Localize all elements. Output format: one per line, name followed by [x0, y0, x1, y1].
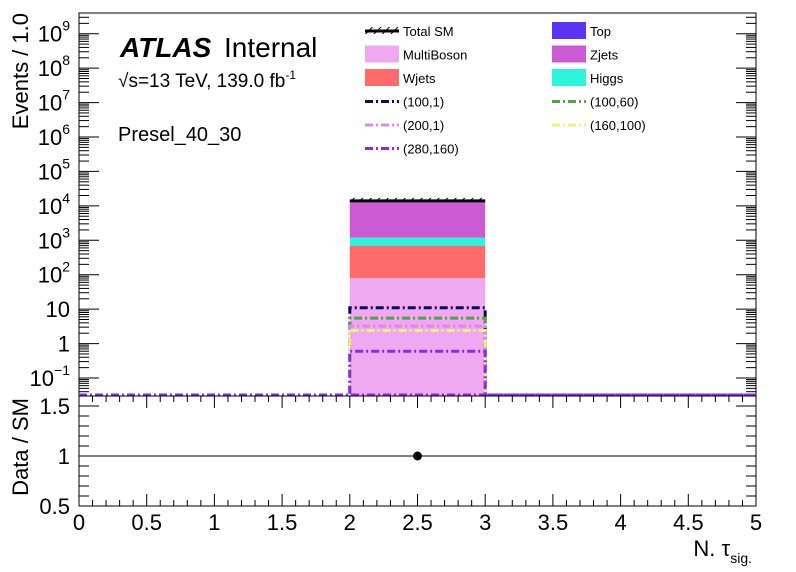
y-tick-label-base: 10 — [38, 56, 62, 81]
stack-bar-wjets — [349, 245, 486, 279]
ratio-y-tick-label: 0.5 — [39, 494, 70, 519]
region-label: Presel_40_30 — [118, 124, 241, 146]
legend-swatch — [365, 45, 399, 63]
legend-label: (280,160) — [403, 142, 459, 157]
ratio-data-point — [413, 451, 422, 461]
x-tick-label: 4 — [614, 510, 626, 535]
internal-label: Internal — [224, 32, 317, 63]
y-tick-label: 10−1 — [30, 362, 71, 391]
y-tick-label-base: 10 — [38, 125, 62, 150]
y-tick-label: 106 — [38, 121, 70, 150]
stack-bar-zjets — [349, 200, 486, 238]
x-tick-label: 2 — [344, 510, 356, 535]
y-tick-label-exponent: 5 — [62, 155, 70, 171]
ratio-y-tick-label: 1.5 — [39, 394, 70, 419]
legend-label: Top — [590, 24, 611, 39]
main-y-ticks — [79, 12, 756, 397]
y-tick-label-base: 10 — [38, 22, 62, 47]
stack-bar-higgs — [349, 237, 486, 246]
legend-label: (100,1) — [403, 95, 444, 110]
legend-label: (200,1) — [403, 118, 444, 133]
main-y-axis-title: Events / 1.0 — [8, 13, 33, 129]
x-tick-label: 5 — [750, 510, 762, 535]
main-stack-bars — [349, 197, 486, 396]
y-tick-label-exponent: 3 — [62, 224, 70, 240]
legend-swatch — [552, 69, 586, 86]
sqrt-symbol: √ — [118, 71, 129, 92]
y-tick-label: 105 — [38, 155, 70, 184]
stack-bar-multiboson — [349, 278, 486, 396]
y-tick-label-exponent: 4 — [62, 190, 70, 206]
atlas-label: ATLAS — [119, 32, 212, 63]
x-axis-title-main: N. τ — [693, 536, 730, 561]
y-tick-label: 108 — [38, 52, 70, 81]
ratio-content: 0.511.50 0.5 1 1.5 2 2.5 3 3.5 4 4.5 5 — [39, 394, 762, 535]
y-tick-label: 107 — [38, 87, 70, 116]
legend-label: (160,100) — [590, 118, 646, 133]
y-tick-label-base: 10 — [30, 366, 54, 391]
x-tick-label: 1.5 — [267, 510, 298, 535]
y-tick-label: 1 — [58, 332, 70, 357]
legend-label: Higgs — [590, 71, 624, 86]
legend-swatch — [365, 69, 399, 86]
y-tick-label-base: 10 — [38, 194, 62, 219]
y-tick-label-exponent: 6 — [62, 121, 70, 137]
y-tick-label-base: 1 — [58, 332, 70, 357]
ratio-plot-frame — [78, 395, 757, 507]
legend: Total SM MultiBoson Wjets (100,1) (200,1) (28… — [365, 22, 646, 157]
y-tick-label-base: 10 — [38, 91, 62, 116]
x-tick-label: 4.5 — [673, 510, 704, 535]
legend-label: Total SM — [403, 24, 454, 39]
y-tick-label-exponent: 7 — [62, 87, 70, 103]
y-tick-label: 10 — [46, 297, 70, 322]
y-tick-label-base: 10 — [38, 159, 62, 184]
x-tick-label: 0.5 — [131, 510, 162, 535]
legend-swatch — [552, 45, 586, 63]
x-tick-label: 3 — [479, 510, 491, 535]
y-tick-label-exponent: 2 — [62, 259, 70, 275]
x-axis-title-sub: sig. — [730, 550, 752, 566]
energy-text: s=13 TeV, 139.0 fb — [128, 71, 285, 92]
y-tick-label: 109 — [38, 18, 70, 47]
y-tick-label-base: 10 — [38, 263, 62, 288]
y-tick-label: 102 — [38, 259, 70, 288]
y-tick-label: 104 — [38, 190, 70, 219]
legend-label: Zjets — [590, 48, 619, 63]
x-tick-label: 2.5 — [402, 510, 433, 535]
energy-label: √s=13 TeV, 139.0 fb-1 — [118, 68, 296, 92]
y-tick-label: 103 — [38, 224, 70, 253]
legend-label: Wjets — [403, 71, 436, 86]
x-axis-title: N. τsig. — [693, 536, 752, 566]
y-tick-label-exponent: 8 — [62, 52, 70, 68]
legend-swatch — [552, 22, 586, 39]
y-tick-label-exponent: −1 — [54, 362, 70, 378]
ratio-y-axis-title: Data / SM — [8, 398, 33, 496]
y-tick-label-base: 10 — [46, 297, 70, 322]
y-tick-label-base: 10 — [38, 228, 62, 253]
x-tick-label: 1 — [208, 510, 220, 535]
x-tick-label: 0 — [73, 510, 85, 535]
energy-exponent: -1 — [285, 68, 296, 82]
legend-label: (100,60) — [590, 95, 638, 110]
legend-label: MultiBoson — [403, 48, 467, 63]
y-tick-label-exponent: 9 — [62, 18, 70, 34]
ratio-y-tick-label: 1 — [58, 444, 70, 469]
x-tick-label: 3.5 — [538, 510, 569, 535]
